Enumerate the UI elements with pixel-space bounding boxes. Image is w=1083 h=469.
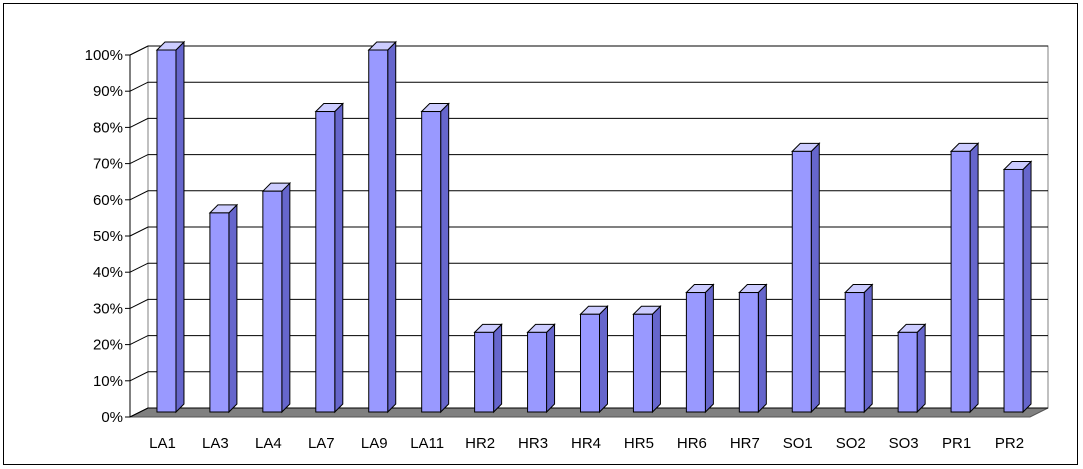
gridline xyxy=(129,262,1048,273)
bar-side xyxy=(440,102,450,414)
x-tick-label: HR3 xyxy=(518,435,548,452)
bar-hr3 xyxy=(526,323,556,414)
x-tick-label: LA3 xyxy=(202,435,229,452)
bar-side xyxy=(916,323,926,414)
y-tick-label: 0% xyxy=(101,409,123,426)
bar-side xyxy=(546,323,556,414)
x-tick-label: PR2 xyxy=(995,435,1024,452)
bar-front xyxy=(421,111,442,413)
bar-side xyxy=(651,305,661,414)
bar-front xyxy=(156,49,177,413)
bar-hr4 xyxy=(579,305,609,414)
x-tick-label: LA4 xyxy=(255,435,282,452)
y-axis-tick-labels: 0% 10% 20% 30% 40% 50% 60% 70% 80% 90% 100% xyxy=(85,47,123,426)
bar-side xyxy=(704,283,714,414)
bar-so1 xyxy=(791,142,821,414)
bar-so2 xyxy=(843,283,874,414)
bar-la4 xyxy=(261,181,292,414)
bar-hr6 xyxy=(685,283,715,414)
bar-front xyxy=(897,331,918,413)
bar-side xyxy=(599,305,608,414)
bar-hr7 xyxy=(738,283,768,414)
x-tick-label: SO3 xyxy=(889,435,919,452)
x-tick-label: PR1 xyxy=(942,435,971,452)
bar-la1 xyxy=(155,40,186,414)
bar-chart: 0% 10% 20% 30% 40% 50% 60% 70% 80% 90% 100% LA1 LA3… xyxy=(85,40,1049,452)
bar-pr1 xyxy=(949,142,980,414)
bar-front xyxy=(791,150,812,413)
gridline xyxy=(129,117,1048,128)
x-tick-label: HR7 xyxy=(730,435,760,452)
bar-front xyxy=(685,292,706,413)
y-tick-label: 100% xyxy=(85,47,123,64)
y-tick-label: 80% xyxy=(93,119,123,136)
bar-pr2 xyxy=(1002,160,1033,414)
bar-la3 xyxy=(208,203,239,414)
gridline xyxy=(129,154,1048,165)
bar-hr5 xyxy=(632,305,662,414)
x-tick-label: HR5 xyxy=(624,435,654,452)
x-tick-label: LA1 xyxy=(149,435,176,452)
bar-front xyxy=(632,313,653,413)
x-tick-label: SO1 xyxy=(783,435,813,452)
bar-side xyxy=(810,142,820,414)
bar-side xyxy=(493,323,503,414)
gridline xyxy=(129,190,1048,201)
bar-front xyxy=(738,292,759,413)
bar-side xyxy=(969,142,979,414)
bar-side xyxy=(387,40,397,414)
bar-side xyxy=(757,283,767,414)
y-tick-label: 20% xyxy=(93,337,123,354)
y-tick-label: 90% xyxy=(93,83,123,100)
bar-side xyxy=(334,102,344,414)
bar-front xyxy=(474,331,495,413)
x-tick-label: HR4 xyxy=(571,435,601,452)
chart-area: 0% 10% 20% 30% 40% 50% 60% 70% 80% 90% 100% LA1 LA3… xyxy=(3,3,1078,465)
x-tick-label: LA11 xyxy=(410,435,444,452)
bar-side xyxy=(863,283,873,414)
x-tick-label: LA7 xyxy=(308,435,335,452)
bar-hr2 xyxy=(473,323,503,414)
y-tick-label: 40% xyxy=(93,264,123,281)
gridline xyxy=(129,226,1048,237)
bar-front xyxy=(315,111,336,413)
bar-side xyxy=(228,203,238,414)
bar-la7 xyxy=(314,102,345,414)
bar-la11 xyxy=(420,102,450,414)
bar-front xyxy=(580,313,600,413)
x-tick-label: HR2 xyxy=(465,435,495,452)
y-tick-label: 60% xyxy=(93,192,123,209)
bar-front xyxy=(262,190,283,413)
y-tick-label: 70% xyxy=(93,156,123,173)
bars xyxy=(155,40,1033,414)
bar-so3 xyxy=(896,323,927,414)
bar-front xyxy=(527,331,548,413)
bar-side xyxy=(281,181,291,414)
bar-front xyxy=(209,212,230,413)
gridline xyxy=(129,81,1048,92)
bar-side xyxy=(1022,160,1032,414)
bar-front xyxy=(368,49,389,413)
y-tick-label: 10% xyxy=(93,373,123,390)
y-tick-label: 30% xyxy=(93,300,123,317)
x-axis-tick-labels: LA1 LA3 LA4 LA7 LA9 LA11 HR2 HR3 HR4 HR5 HR6 HR7 SO1… xyxy=(149,435,1024,452)
bar-front xyxy=(1003,168,1024,413)
bar-front xyxy=(844,292,865,413)
x-tick-label: SO2 xyxy=(836,435,866,452)
bar-side xyxy=(175,40,185,414)
y-tick-label: 50% xyxy=(93,228,123,245)
bar-la9 xyxy=(367,40,397,414)
gridline xyxy=(129,45,1048,56)
bar-front xyxy=(950,150,971,413)
x-tick-label: LA9 xyxy=(361,435,388,452)
x-tick-label: HR6 xyxy=(677,435,707,452)
